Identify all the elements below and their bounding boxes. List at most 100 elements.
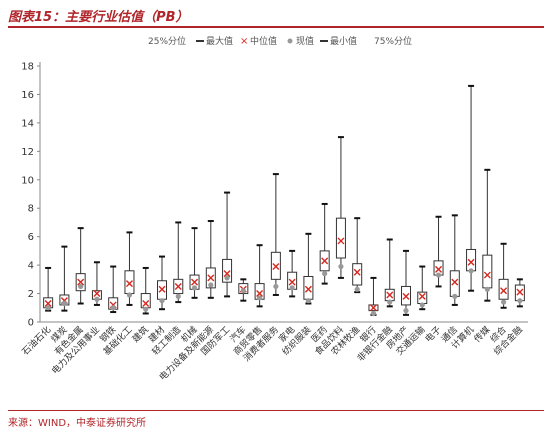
median-marker [44,300,52,308]
title-divider [8,26,544,28]
current-value-point [370,310,377,317]
median-cross-stroke [321,257,329,265]
current-value-point [191,285,198,291]
median-cross-stroke [125,280,133,288]
median-marker [435,265,443,273]
median-marker [500,287,508,295]
median-cross-stroke [451,278,459,286]
legend-label-current: 现值 [296,35,314,47]
y-tick-label: 14 [21,118,34,129]
median-cross-stroke [500,287,508,295]
iqr-box [466,248,477,272]
current-value-point [501,299,507,305]
current-value-point [45,305,51,311]
median-cross-stroke [207,274,215,282]
chart-boxes [43,84,525,317]
current-value-point [305,298,311,304]
legend-label-p25: 25%分位 [148,35,186,47]
current-value-point [468,268,474,274]
current-value-point [208,282,214,288]
y-tick-label: 4 [28,261,34,272]
legend-median-marker: × [240,36,248,47]
median-marker [93,290,101,298]
legend-max-marker [196,40,204,42]
median-cross-stroke [435,265,443,273]
y-tick-label: 8 [28,204,34,215]
median-cross-stroke [337,237,345,245]
median-marker [386,291,394,299]
current-value-point [354,286,360,292]
y-tick-label: 0 [28,318,34,329]
iqr-box [335,217,346,259]
median-cross-stroke [288,278,296,286]
median-marker [304,285,312,293]
x-category-label: 传媒 [471,324,492,345]
current-value-point [338,263,344,270]
current-value-point [240,288,246,294]
chart-axes: 0 2 4 6 8 10 12 14 16 18 [21,62,528,329]
y-tick-label: 18 [21,62,34,73]
current-value-point [126,292,133,298]
median-cross-stroke [93,290,101,298]
median-marker [174,282,182,290]
median-marker [418,292,426,300]
median-cross-stroke [304,285,312,293]
median-marker [353,268,361,276]
x-category-label: 建筑 [130,324,151,345]
iqr-box [352,263,363,286]
current-value-point [94,296,100,302]
current-value-point [452,293,458,299]
y-tick-label: 10 [21,175,34,186]
legend-min-marker [320,40,328,42]
median-marker [369,304,377,312]
median-marker [483,271,491,279]
median-marker [321,257,329,265]
current-value-point [435,272,442,278]
median-marker [77,278,85,286]
median-cross-stroke [467,258,475,266]
x-category-label: 电子 [422,324,443,345]
median-cross-stroke [386,291,394,299]
median-marker [191,278,199,286]
median-cross-stroke [174,282,182,290]
current-value-point [159,298,165,304]
chart-legend: 25%分位 最大值 × 中位值 现值 最小值 75%分位 [148,35,412,47]
current-value-point [143,306,149,312]
legend-label-max: 最大值 [206,35,233,47]
current-value-point [387,299,393,305]
current-value-point [484,286,490,292]
median-marker [467,258,475,266]
current-value-point [110,305,116,311]
current-value-point [175,293,181,299]
x-axis-labels: 石油石化煤炭有色金属电力及公用事业钢铁基础化工建筑建材轻工制造机械电力设备及新能… [19,324,525,383]
median-marker [158,285,166,293]
iqr-box [303,275,314,300]
current-value-point [322,271,328,277]
median-cross-stroke [142,300,150,308]
current-value-point [273,283,279,290]
median-cross-stroke [223,270,231,278]
median-cross-stroke [483,271,491,279]
source-note: 来源：WIND，中泰证券研究所 [8,418,147,429]
current-value-point [224,275,230,281]
figure-title: 图表15：主要行业估值（PB） [8,10,189,25]
median-cross-stroke [402,292,410,300]
current-value-point [61,300,67,307]
median-marker [272,263,280,271]
median-cross-stroke [516,288,524,296]
median-marker [223,270,231,278]
median-marker [402,292,410,300]
median-cross-stroke [353,268,361,276]
legend-label-p75: 75%分位 [374,35,412,47]
iqr-box [498,278,509,300]
median-cross-stroke [77,278,85,286]
median-marker [337,237,345,245]
median-marker [125,280,133,288]
current-value-point [517,298,523,304]
current-value-point [289,285,295,291]
median-marker [207,274,215,282]
median-cross-stroke [44,300,52,308]
y-tick-label: 12 [21,147,34,158]
median-marker [142,300,150,308]
iqr-box [482,254,493,289]
